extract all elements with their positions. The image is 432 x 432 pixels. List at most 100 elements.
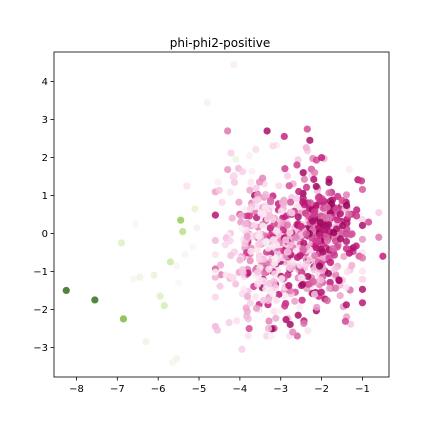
y-tick-label: 4	[42, 77, 48, 88]
data-point	[353, 206, 361, 214]
data-point	[282, 236, 290, 244]
data-point	[317, 288, 325, 296]
data-point	[312, 182, 320, 191]
data-point	[326, 278, 334, 287]
data-point	[299, 194, 307, 202]
data-point	[278, 198, 287, 206]
data-point	[269, 242, 277, 251]
y-axis-ticks: −3 −2 −1 0 1 2 3 4	[33, 77, 54, 354]
data-point	[238, 345, 246, 353]
data-point	[251, 293, 260, 301]
data-point	[358, 254, 367, 262]
data-point	[247, 247, 255, 256]
data-point	[262, 285, 270, 293]
data-point	[253, 214, 261, 222]
y-tick-label: 2	[42, 153, 48, 164]
data-point	[306, 199, 315, 207]
data-point	[342, 201, 351, 210]
data-point	[315, 262, 324, 270]
data-point	[241, 239, 249, 248]
data-point	[142, 338, 150, 346]
data-point	[286, 320, 294, 329]
data-point	[160, 302, 168, 310]
data-point	[323, 296, 331, 305]
data-point	[156, 292, 164, 300]
data-point	[282, 315, 290, 324]
data-point	[293, 161, 301, 169]
data-point	[252, 197, 260, 205]
data-point	[224, 165, 232, 174]
x-tick-label: −2	[314, 384, 329, 395]
data-point	[261, 204, 269, 213]
data-point	[211, 250, 219, 259]
data-point	[264, 296, 273, 305]
data-point	[211, 268, 219, 276]
data-point	[345, 210, 353, 218]
data-point	[216, 282, 224, 290]
data-point	[244, 332, 252, 340]
data-point	[342, 283, 350, 291]
data-point	[298, 281, 306, 290]
data-point	[226, 188, 234, 196]
data-point	[264, 324, 273, 332]
data-point	[218, 198, 226, 206]
data-point	[226, 237, 234, 245]
data-point	[294, 213, 302, 221]
data-point	[348, 261, 356, 270]
data-point	[246, 205, 255, 213]
data-point	[213, 326, 222, 334]
data-point	[166, 258, 175, 266]
x-tick-label: −1	[355, 384, 370, 395]
data-point	[323, 203, 331, 211]
data-point	[311, 169, 319, 177]
data-point	[318, 195, 326, 203]
x-tick-label: −4	[233, 384, 248, 395]
data-point	[117, 239, 126, 247]
data-point	[358, 285, 367, 293]
data-point	[272, 227, 281, 235]
data-point	[179, 227, 187, 236]
data-point	[243, 293, 252, 301]
data-point	[313, 303, 321, 311]
data-point	[119, 315, 128, 323]
x-tick-label: −5	[192, 384, 207, 395]
data-point	[272, 296, 280, 304]
data-point	[265, 317, 273, 325]
data-point	[336, 210, 344, 218]
data-point	[291, 297, 299, 305]
data-point	[243, 232, 251, 240]
data-point	[227, 252, 235, 260]
data-point	[177, 216, 185, 224]
data-point	[379, 252, 387, 260]
data-point	[191, 205, 199, 213]
chart-title: phi-phi2-positive	[170, 36, 270, 50]
data-point	[270, 307, 278, 315]
data-point	[277, 207, 285, 216]
y-tick-label: 3	[42, 115, 48, 126]
data-point	[172, 355, 181, 363]
data-point	[62, 286, 70, 295]
data-point	[323, 233, 331, 241]
x-tick-label: −7	[110, 384, 125, 395]
data-point	[292, 195, 300, 203]
data-point	[342, 237, 351, 246]
data-point	[375, 233, 383, 241]
data-point	[352, 242, 360, 250]
data-point	[272, 283, 280, 292]
data-point	[150, 271, 158, 279]
y-tick-label: 1	[42, 191, 48, 202]
data-point	[304, 327, 312, 335]
data-point	[302, 144, 310, 152]
data-point	[211, 236, 219, 245]
data-point	[263, 237, 271, 246]
data-point	[345, 249, 353, 257]
data-point	[299, 169, 307, 177]
data-point	[302, 183, 311, 191]
data-point	[238, 168, 247, 176]
data-point	[269, 142, 277, 150]
data-point	[272, 314, 280, 322]
data-point	[233, 317, 241, 325]
data-point	[263, 127, 271, 135]
data-point	[336, 235, 345, 243]
